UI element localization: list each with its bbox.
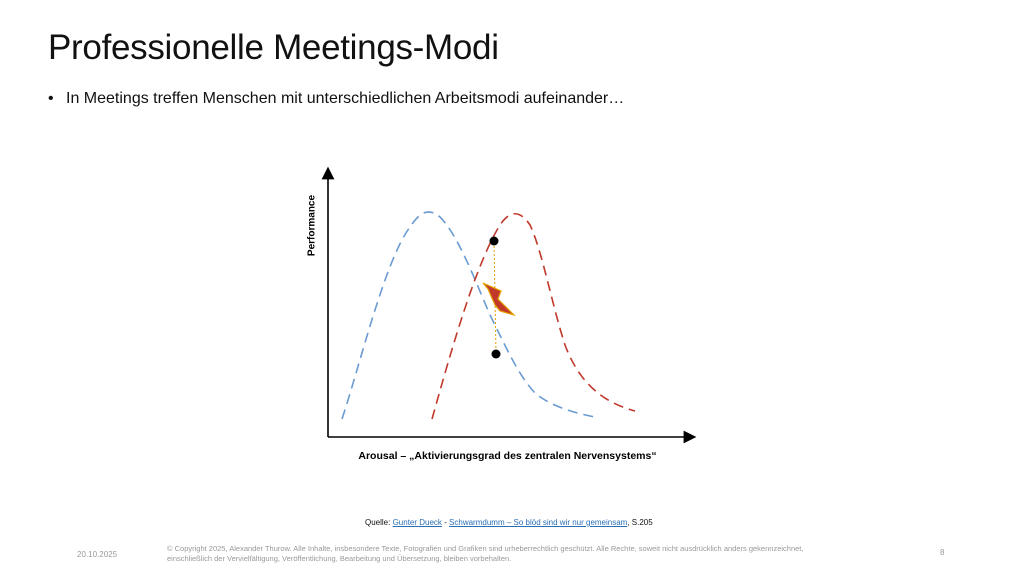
- point-blue-curve: [491, 349, 501, 359]
- bullet-symbol: •: [48, 90, 54, 107]
- footer-copyright: © Copyright 2025, Alexander Thurow. Alle…: [167, 544, 804, 563]
- lightning-icon: [482, 282, 517, 317]
- x-axis-label: Arousal – „Aktivierungsgrad des zentrale…: [358, 450, 657, 462]
- slide-title: Professionelle Meetings-Modi: [48, 28, 499, 67]
- bullet-point: • In Meetings treffen Menschen mit unters…: [48, 90, 624, 108]
- source-citation: Quelle: Gunter Dueck - Schwarmdumm – So …: [365, 518, 653, 527]
- source-prefix: Quelle:: [365, 518, 393, 527]
- source-separator: -: [441, 518, 450, 527]
- bullet-text: In Meetings treffen Menschen mit untersc…: [66, 90, 625, 107]
- footer-date: 20.10.2025: [77, 550, 118, 559]
- source-book-link[interactable]: Schwarmdumm – So blöd sind wir nur gemei…: [449, 518, 628, 527]
- page-number: 8: [940, 548, 945, 557]
- y-axis-label: Performance: [306, 194, 318, 257]
- arousal-performance-diagram: [321, 166, 697, 444]
- source-author-link[interactable]: Gunter Dueck: [392, 518, 442, 527]
- connector-line: [493, 241, 497, 354]
- source-suffix: , S.205: [627, 518, 653, 527]
- point-red-curve: [489, 236, 499, 246]
- red-curve: [431, 212, 636, 420]
